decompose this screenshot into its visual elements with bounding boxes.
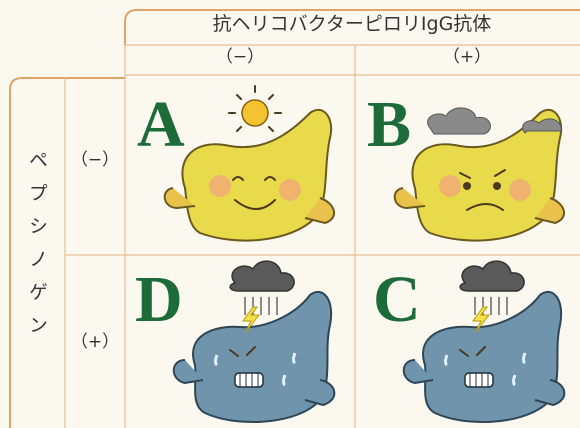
eye [463, 182, 471, 190]
cell-c: C [373, 259, 566, 424]
cell-d: D [135, 259, 336, 424]
happy-stomach [163, 108, 336, 242]
header-frame [124, 9, 580, 45]
smile [232, 176, 276, 210]
row-frame [9, 77, 125, 428]
column-label: （+） [443, 47, 491, 67]
cloud [522, 118, 562, 134]
cell-a: A [137, 85, 336, 242]
risk-letter: D [135, 263, 183, 336]
stormy-stomach [172, 259, 336, 424]
sun [241, 99, 269, 127]
column-label: （−） [216, 47, 264, 67]
risk-letter: A [137, 88, 185, 161]
cloud [427, 107, 491, 135]
row-label: （+） [71, 332, 119, 352]
frown [459, 169, 506, 211]
risk-letter: B [367, 88, 411, 161]
eye [493, 182, 501, 190]
row-title: ペプシノゲン [26, 150, 48, 348]
column-title: 抗ヘリコバクターピロリIgG抗体 [213, 13, 492, 35]
cell-b: B [367, 88, 566, 242]
stormy-stomach [402, 259, 566, 424]
sun-rays [228, 85, 282, 132]
risk-letter: C [373, 263, 421, 336]
row-label: （−） [71, 150, 119, 170]
